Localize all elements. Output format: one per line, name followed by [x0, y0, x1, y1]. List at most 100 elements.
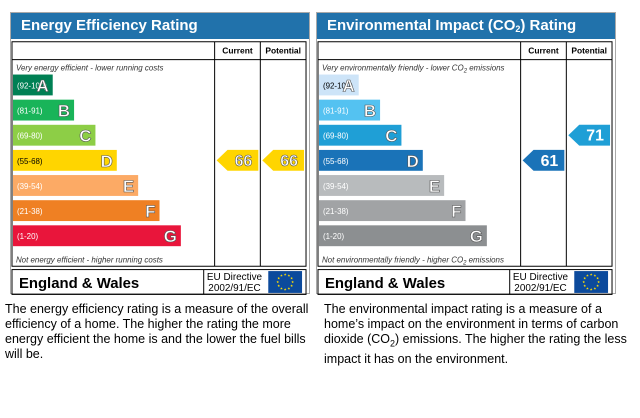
band-d-range: (55-68)	[17, 157, 43, 166]
band-a-letter: A	[37, 76, 49, 95]
eu-star-icon	[593, 287, 597, 290]
eu-star-icon	[277, 276, 281, 280]
current-rating-arrow	[216, 149, 259, 171]
eu-star-icon	[290, 276, 293, 280]
rating-arrows: 66 66	[216, 149, 305, 171]
current-rating-value: 61	[541, 153, 559, 170]
band-d-bar	[12, 149, 117, 171]
eu-star-icon	[280, 287, 283, 290]
band-f-range: (21-38)	[323, 207, 349, 216]
band-d-letter: D	[407, 152, 419, 171]
band-e-bar	[318, 175, 445, 196]
header-current: Current	[222, 46, 253, 56]
eu-star-icon	[280, 274, 283, 277]
band-b-range: (81-91)	[323, 107, 349, 116]
band-c-bar	[12, 124, 96, 146]
band-g-range: (1-20)	[17, 232, 39, 241]
environmental-impact-chart: Current Potential Very environmentally f…	[317, 41, 613, 267]
band-b-letter: B	[364, 102, 376, 121]
band-f-letter: F	[145, 202, 155, 221]
band-b-range: (81-91)	[17, 107, 43, 116]
region-label: England & Wales	[19, 276, 139, 292]
band-c-range: (69-80)	[17, 132, 43, 141]
eu-star-icon	[589, 273, 593, 276]
band-g-bar	[12, 225, 181, 247]
eu-star-icon	[287, 274, 291, 277]
eu-flag-icon	[574, 271, 609, 293]
current-rating-arrow	[522, 149, 565, 171]
band-e-letter: E	[123, 177, 134, 196]
band-f-bar	[12, 200, 160, 222]
header-current: Current	[528, 46, 559, 56]
band-g-range: (1-20)	[323, 232, 345, 241]
band-b-letter: B	[58, 102, 70, 121]
band-b-bar	[12, 99, 75, 121]
eu-star-icon	[593, 274, 597, 277]
band-d-range: (55-68)	[323, 157, 349, 166]
directive-label: EU Directive	[513, 272, 569, 283]
band-a-range: (92-100)	[17, 81, 47, 90]
eu-star-icon	[596, 284, 599, 287]
energy-efficiency-chart: Current Potential Very energy efficient …	[11, 41, 307, 267]
band-a-bar	[318, 74, 359, 96]
eu-star-icon	[283, 288, 287, 291]
energy-efficiency-footer: England & Wales EU Directive 2002/91/EC	[11, 269, 307, 295]
band-c-letter: C	[79, 127, 91, 146]
directive-number: 2002/91/EC	[208, 283, 260, 294]
region-label: England & Wales	[325, 276, 445, 292]
top-note: Very energy efficient - lower running co…	[16, 64, 164, 73]
environmental-impact-title: Environmental Impact (CO2) Rating	[317, 13, 615, 39]
bottom-note: Not environmentally friendly - higher CO…	[322, 255, 504, 266]
eu-star-icon	[597, 280, 600, 284]
environmental-impact-panel: Environmental Impact (CO2) Rating Curren…	[316, 12, 616, 295]
band-g-bar	[318, 225, 487, 247]
band-a-letter: A	[343, 76, 355, 95]
band-g-letter: G	[470, 227, 483, 246]
energy-efficiency-title: Energy Efficiency Rating	[11, 13, 309, 39]
band-b-bar	[318, 99, 381, 121]
rating-arrows: 61 71	[522, 124, 611, 171]
potential-rating-arrow	[262, 149, 305, 171]
band-c-range: (69-80)	[323, 132, 349, 141]
band-e-bar	[12, 175, 139, 196]
band-c-letter: C	[385, 127, 397, 146]
potential-rating-arrow	[568, 124, 611, 146]
band-f-range: (21-38)	[17, 207, 43, 216]
top-note: Very environmentally friendly - lower CO…	[322, 64, 505, 75]
band-e-range: (39-54)	[17, 182, 43, 191]
directive-number: 2002/91/EC	[514, 283, 566, 294]
rating-bands: (92-100)A (81-91) B (69-80) C (55-68) D (39-54)…	[12, 74, 181, 247]
potential-rating-value: 71	[586, 128, 604, 145]
band-d-letter: D	[101, 152, 113, 171]
current-rating-value: 66	[235, 153, 253, 170]
environmental-impact-description: The environmental impact rating is a mea…	[324, 302, 627, 366]
directive-label: EU Directive	[207, 272, 263, 283]
eu-star-icon	[582, 280, 586, 284]
band-a-range: (92-100)	[323, 81, 353, 90]
header-potential: Potential	[571, 46, 607, 56]
energy-efficiency-description: The energy efficiency rating is a measur…	[5, 302, 309, 361]
eu-star-icon	[596, 276, 599, 280]
eu-star-icon	[287, 287, 291, 290]
eu-star-icon	[586, 287, 589, 290]
eu-star-icon	[589, 288, 593, 291]
eu-star-icon	[277, 284, 281, 287]
eu-star-icon	[291, 280, 294, 284]
potential-rating-value: 66	[280, 153, 298, 170]
eu-flag-icon	[268, 271, 303, 293]
band-d-bar	[318, 149, 423, 171]
eu-star-icon	[290, 284, 293, 287]
eu-star-icon	[583, 284, 587, 287]
band-e-letter: E	[429, 177, 440, 196]
eu-star-icon	[586, 274, 589, 277]
header-potential: Potential	[265, 46, 301, 56]
energy-efficiency-panel: Energy Efficiency Rating Current Potenti…	[10, 12, 310, 295]
band-c-bar	[318, 124, 402, 146]
band-e-range: (39-54)	[323, 182, 349, 191]
band-f-letter: F	[451, 202, 461, 221]
eu-star-icon	[276, 280, 280, 284]
bottom-note: Not energy efficient - higher running co…	[16, 255, 163, 264]
eu-star-icon	[583, 276, 587, 280]
band-f-bar	[318, 200, 466, 222]
band-a-bar	[12, 74, 53, 96]
